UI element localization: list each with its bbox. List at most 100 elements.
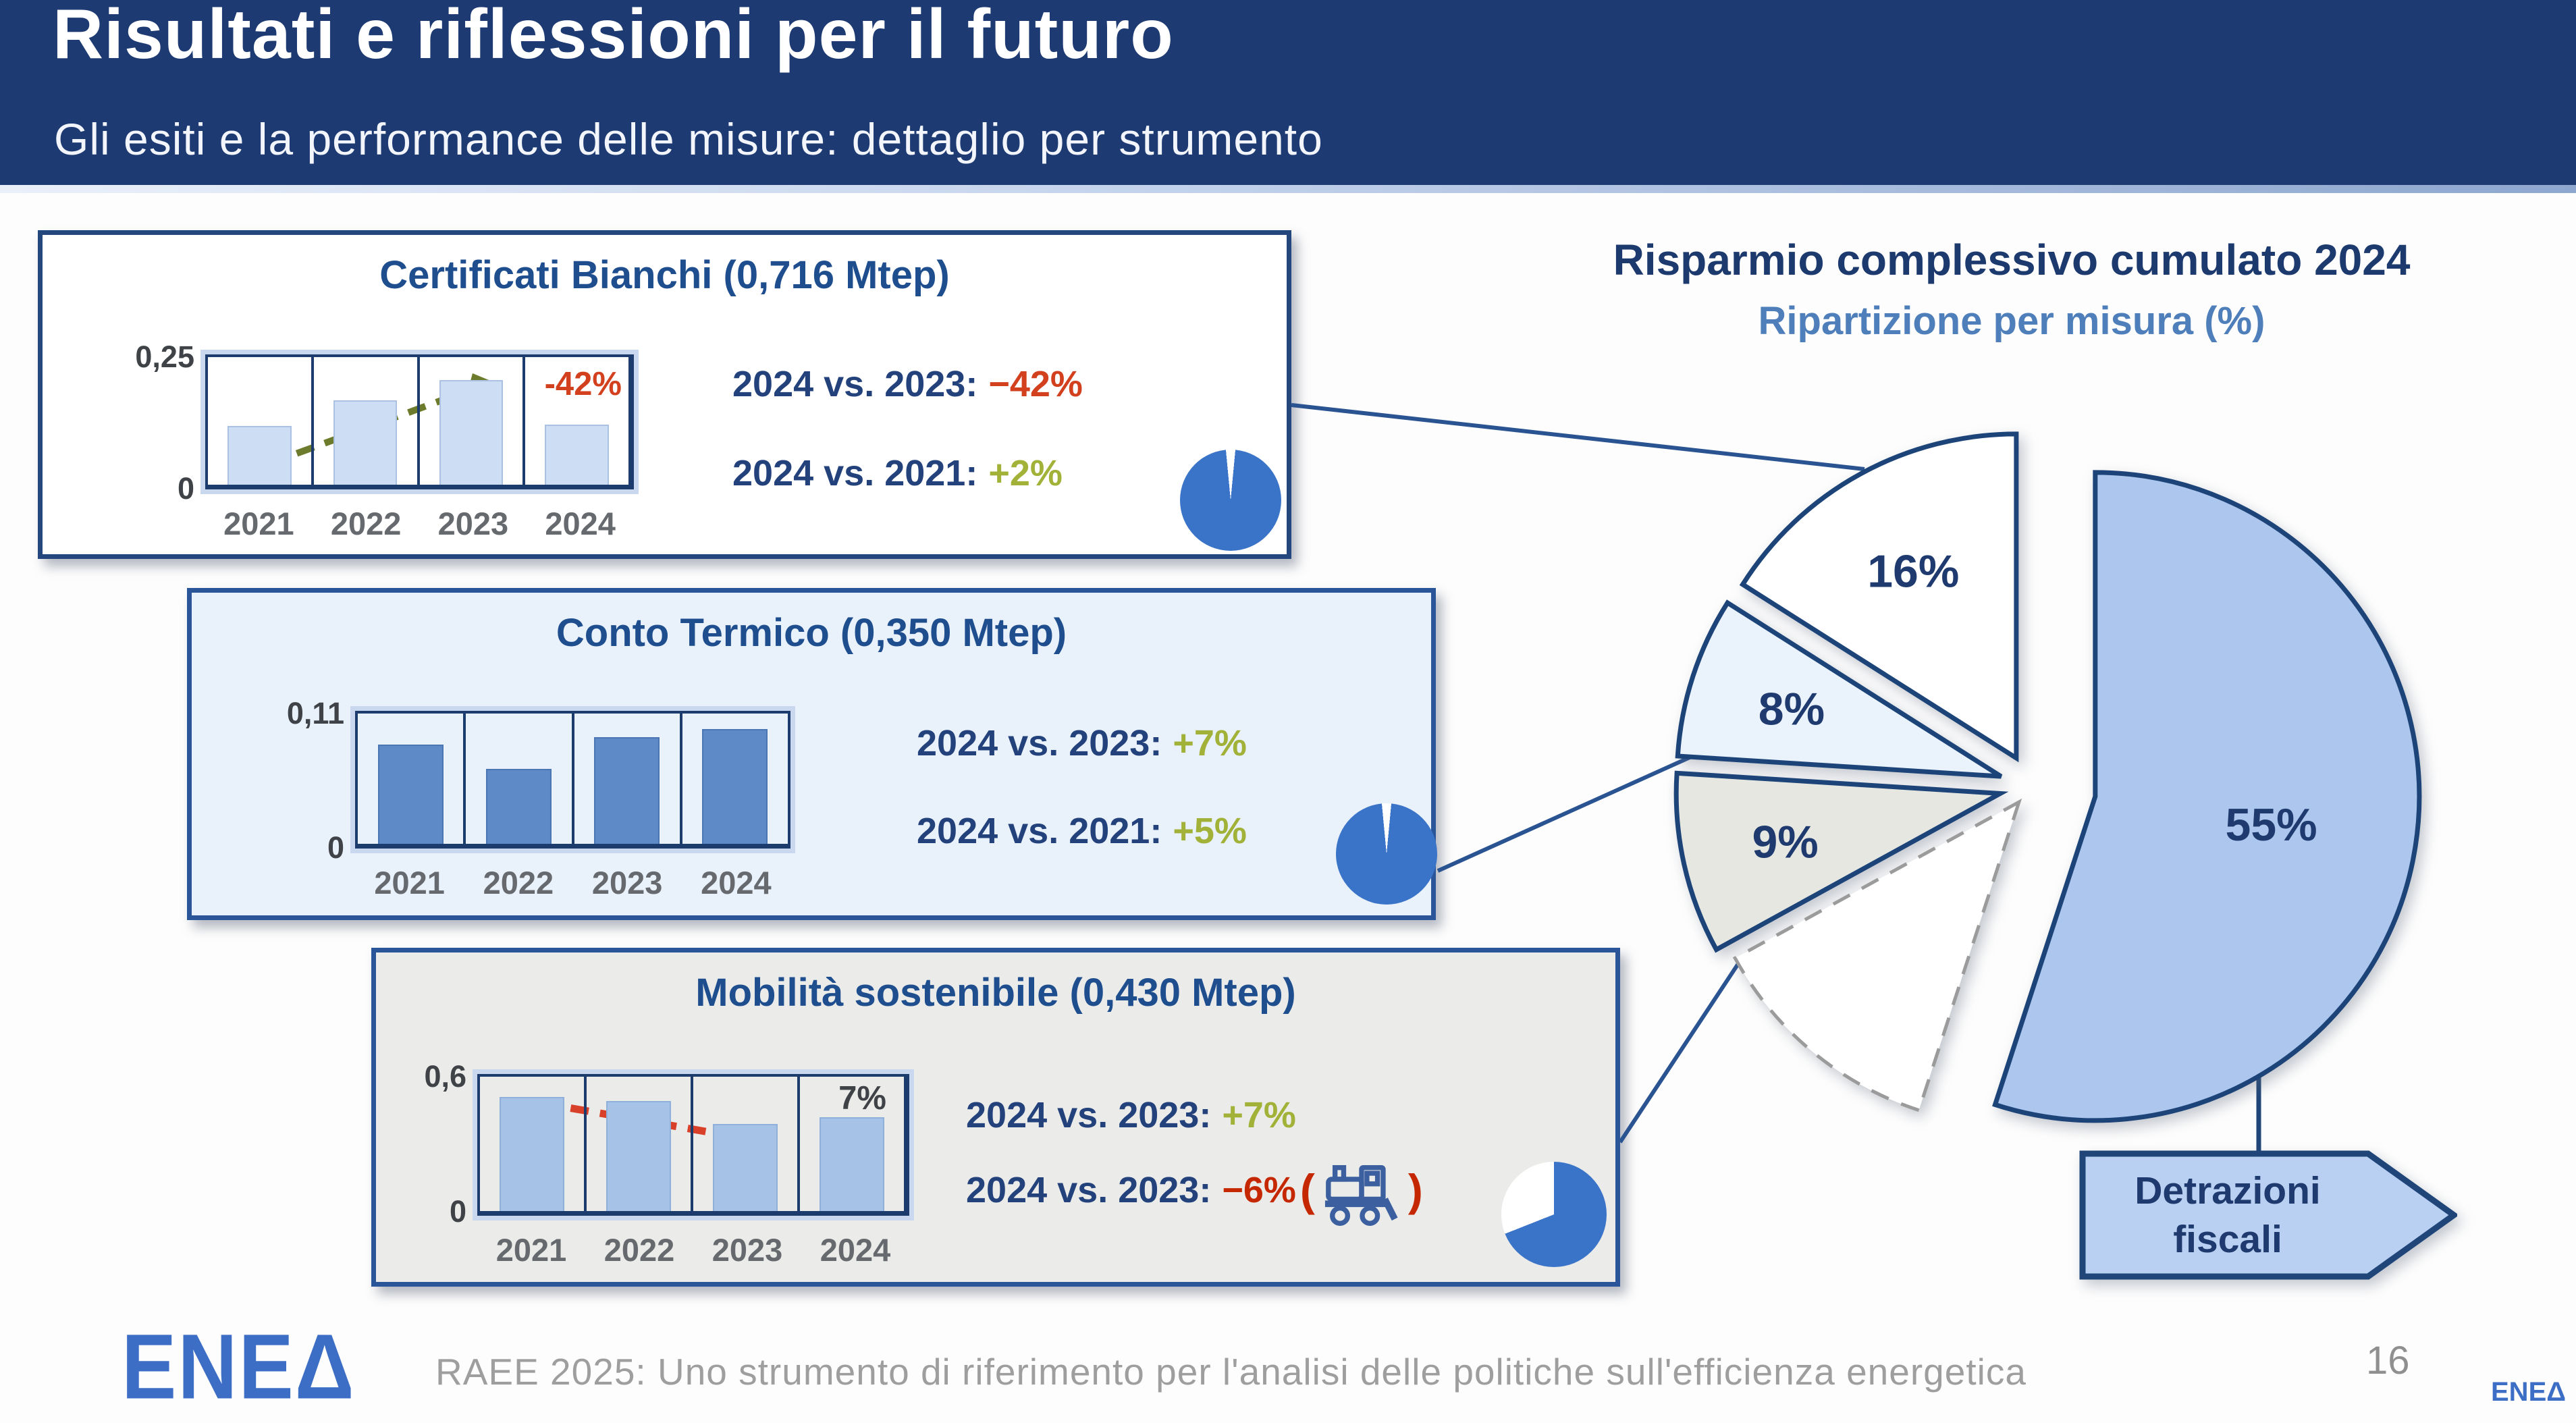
chart-column-2023 (574, 714, 682, 844)
bar-2023 (594, 737, 660, 844)
comparison-label: 2024 vs. 2021: (732, 453, 978, 493)
header-divider (0, 185, 2576, 193)
pie-slice-label: 16% (1867, 545, 1959, 597)
comparison-value: −6% (1222, 1170, 1296, 1210)
comparison-line-1: 2024 vs. 2023: −42% (732, 363, 1083, 405)
y-axis-zero-label: 0 (327, 830, 344, 865)
x-tick-label: 2022 (603, 1232, 675, 1268)
panel-title: Mobilità sostenibile (0,430 Mtep) (695, 971, 1296, 1015)
chart-annotation: 7% (838, 1080, 886, 1117)
chart-column-2024 (682, 714, 788, 844)
chart-column-2024 (525, 357, 631, 485)
x-tick-label: 2021 (495, 1232, 567, 1268)
comparison-value: +7% (1173, 723, 1247, 763)
pie-chart-title: Risparmio complessivo cumulato 2024 (1613, 236, 2411, 284)
panel-mobilita-sostenibile: Mobilità sostenibile (0,430 Mtep) 0,6 0 … (371, 948, 1620, 1287)
chart-column-2022 (587, 1077, 693, 1211)
header-banner: Risultati e riflessioni per il futuro Gl… (0, 0, 2576, 185)
comparison-line-2: 2024 vs. 2021: +5% (917, 810, 1247, 852)
x-tick-label: 2024 (701, 865, 772, 901)
comparison-line-1: 2024 vs. 2023: +7% (966, 1094, 1296, 1136)
pie-slice-label: 9% (1752, 817, 1818, 868)
x-axis-labels: 2021 2022 2023 2024 (477, 1231, 909, 1268)
x-tick-label: 2023 (437, 506, 509, 541)
open-paren: ( (1299, 1165, 1315, 1215)
y-axis-max-label: 0,6 (424, 1059, 466, 1094)
x-tick-label: 2021 (374, 865, 445, 901)
comparison-value: −42% (988, 364, 1083, 404)
y-axis-zero-label: 0 (449, 1194, 466, 1229)
x-axis-labels: 2021 2022 2023 2024 (205, 505, 634, 542)
bar-2023 (439, 380, 504, 485)
chart-column-2024 (800, 1077, 907, 1211)
callout-arrow-shape (2079, 1150, 2457, 1280)
chart-column-2021 (480, 1077, 587, 1211)
pie-progress-icon (1336, 803, 1437, 905)
comparison-line-2: 2024 vs. 2023: −6% ( ) (966, 1155, 1427, 1226)
pie-slice-9% (1673, 770, 2009, 953)
pie-slice-label: 8% (1759, 683, 1825, 734)
bar-2021 (377, 744, 444, 844)
chart-column-2022 (314, 357, 420, 485)
page-number: 16 (2366, 1339, 2410, 1382)
comparison-label: 2024 vs. 2021: (917, 811, 1162, 851)
pie-chart-subtitle: Ripartizione per misura (%) (1758, 299, 2265, 343)
pie-slice-8% (1675, 599, 2003, 779)
bar-2024 (820, 1117, 884, 1211)
bar-chart-mobilita: 7% (477, 1074, 909, 1216)
y-axis-zero-label: 0 (177, 471, 194, 506)
x-tick-label: 2022 (483, 865, 554, 901)
x-tick-label: 2023 (591, 865, 663, 901)
bar-chart-conto-termico (355, 711, 790, 849)
panel-conto-termico: Conto Termico (0,350 Mtep) 0,11 0 2021 20… (187, 588, 1437, 920)
x-axis-labels: 2021 2022 2023 2024 (355, 864, 790, 901)
pie-slice-16% (1739, 431, 2019, 763)
x-tick-label: 2024 (545, 506, 616, 541)
callout-label: Detrazioni fiscali (2135, 1169, 2321, 1261)
pie-chart: 9% 8% 16% 55% (1673, 431, 2422, 1123)
comparison-label: 2024 vs. 2023: (917, 723, 1162, 763)
bar-2022 (485, 769, 552, 844)
chart-column-2021 (358, 714, 466, 844)
y-axis-max-label: 0,25 (135, 340, 194, 374)
page-subtitle: Gli esiti e la performance delle misure:… (54, 114, 1323, 164)
comparison-label: 2024 vs. 2023: (732, 364, 978, 404)
comparison-line-1: 2024 vs. 2023: +7% (917, 722, 1247, 764)
bar-2022 (606, 1101, 671, 1211)
bar-2024 (702, 728, 768, 844)
pie-slice-hidden (1732, 798, 2022, 1112)
chart-column-2023 (420, 357, 526, 485)
enea-logo-small: ENEΔ (2491, 1377, 2566, 1407)
x-tick-label: 2022 (330, 506, 402, 541)
locomotive-icon (1324, 1164, 1398, 1226)
panel-title: Conto Termico (0,350 Mtep) (556, 611, 1067, 655)
comparison-label: 2024 vs. 2023: (966, 1095, 1212, 1135)
pie-slice-55% (1992, 470, 2422, 1123)
bar-2021 (500, 1096, 564, 1211)
comparison-line-2: 2024 vs. 2021: +2% (732, 452, 1063, 494)
pie-progress-icon (1180, 450, 1281, 551)
y-axis-max-label: 0,11 (286, 696, 344, 730)
bar-chart-certificati: -42% (205, 354, 634, 489)
close-paren: ) (1407, 1165, 1423, 1215)
footer-caption: RAEE 2025: Uno strumento di riferimento … (435, 1351, 2027, 1393)
page-title: Risultati e riflessioni per il futuro (53, 0, 1174, 74)
bar-2024 (545, 424, 609, 485)
bar-2022 (333, 400, 398, 485)
pie-progress-icon (1501, 1162, 1607, 1267)
chart-column-2021 (208, 357, 314, 485)
bar-2023 (713, 1123, 778, 1211)
panel-certificati-bianchi: Certificati Bianchi (0,716 Mtep) 0,25 0 … (38, 230, 1291, 559)
x-tick-label: 2024 (820, 1232, 891, 1268)
pie-slice-label: 55% (2226, 799, 2317, 851)
comparison-value: +5% (1173, 811, 1247, 851)
bar-2021 (227, 426, 292, 485)
comparison-label: 2024 vs. 2023: (966, 1170, 1212, 1210)
chart-column-2023 (693, 1077, 800, 1211)
comparison-value: +2% (988, 453, 1063, 493)
chart-column-2022 (466, 714, 574, 844)
x-tick-label: 2023 (712, 1232, 783, 1268)
enea-logo: ENEΔ (122, 1315, 356, 1418)
panel-title: Certificati Bianchi (0,716 Mtep) (379, 253, 950, 297)
